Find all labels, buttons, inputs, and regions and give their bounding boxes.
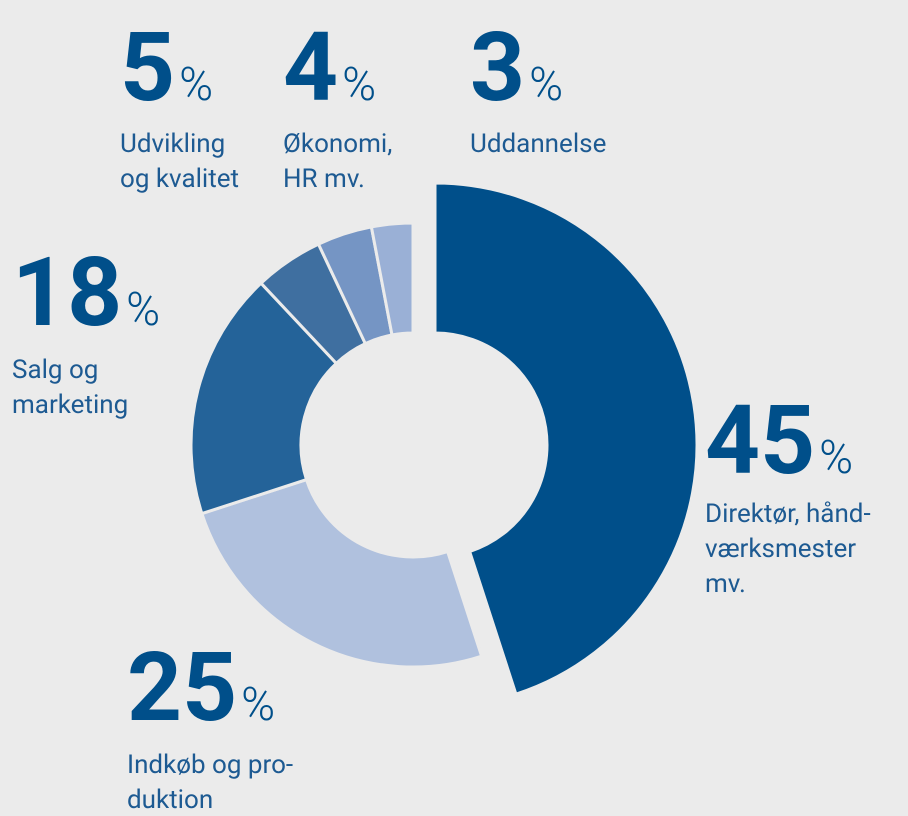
value-label: 25% bbox=[127, 632, 275, 744]
donut-slice bbox=[189, 281, 339, 516]
category-line: Salg og bbox=[12, 355, 98, 385]
value-number: 4 bbox=[283, 12, 338, 124]
value-unit: % bbox=[241, 678, 275, 732]
value-unit: % bbox=[342, 58, 376, 112]
value-number: 3 bbox=[470, 12, 525, 124]
category-label: Direktør, hånd-værksmester mv. bbox=[705, 499, 871, 599]
value-unit: % bbox=[126, 283, 160, 337]
category-line: værksmester bbox=[705, 534, 856, 564]
category-line: Direktør, hånd- bbox=[705, 499, 871, 529]
donut-slice bbox=[433, 181, 699, 697]
value-unit: % bbox=[179, 58, 213, 112]
category-label: Indkøb og pro-duktion bbox=[127, 750, 293, 815]
category-line: og kvalitet bbox=[120, 164, 239, 194]
value-label: 45% bbox=[705, 385, 853, 497]
category-line: mv. bbox=[705, 569, 746, 599]
value-unit: % bbox=[529, 58, 563, 112]
category-line: Udvikling bbox=[120, 129, 225, 159]
category-line: marketing bbox=[12, 390, 128, 420]
category-label: Salg og marketing bbox=[12, 355, 128, 420]
category-line: Indkøb og pro- bbox=[127, 750, 293, 780]
category-line: Økonomi, bbox=[283, 129, 392, 159]
value-number: 45 bbox=[705, 385, 815, 497]
value-label: 4% bbox=[283, 12, 376, 124]
donut-slice bbox=[369, 221, 415, 337]
category-label: Uddannelse bbox=[470, 129, 606, 159]
value-label: 3% bbox=[470, 12, 563, 124]
value-unit: % bbox=[819, 431, 853, 485]
value-number: 5 bbox=[120, 12, 175, 124]
value-number: 25 bbox=[127, 632, 237, 744]
category-line: duktion bbox=[127, 785, 213, 815]
donut-slice bbox=[199, 477, 484, 669]
category-line: Uddannelse bbox=[470, 129, 606, 159]
category-label: Udvikling og kvalitet bbox=[120, 129, 239, 194]
value-label: 5% bbox=[120, 12, 213, 124]
value-number: 18 bbox=[12, 237, 122, 349]
value-label: 18% bbox=[12, 237, 160, 349]
category-label: Økonomi, HR mv. bbox=[283, 129, 392, 194]
category-line: HR mv. bbox=[283, 164, 365, 194]
